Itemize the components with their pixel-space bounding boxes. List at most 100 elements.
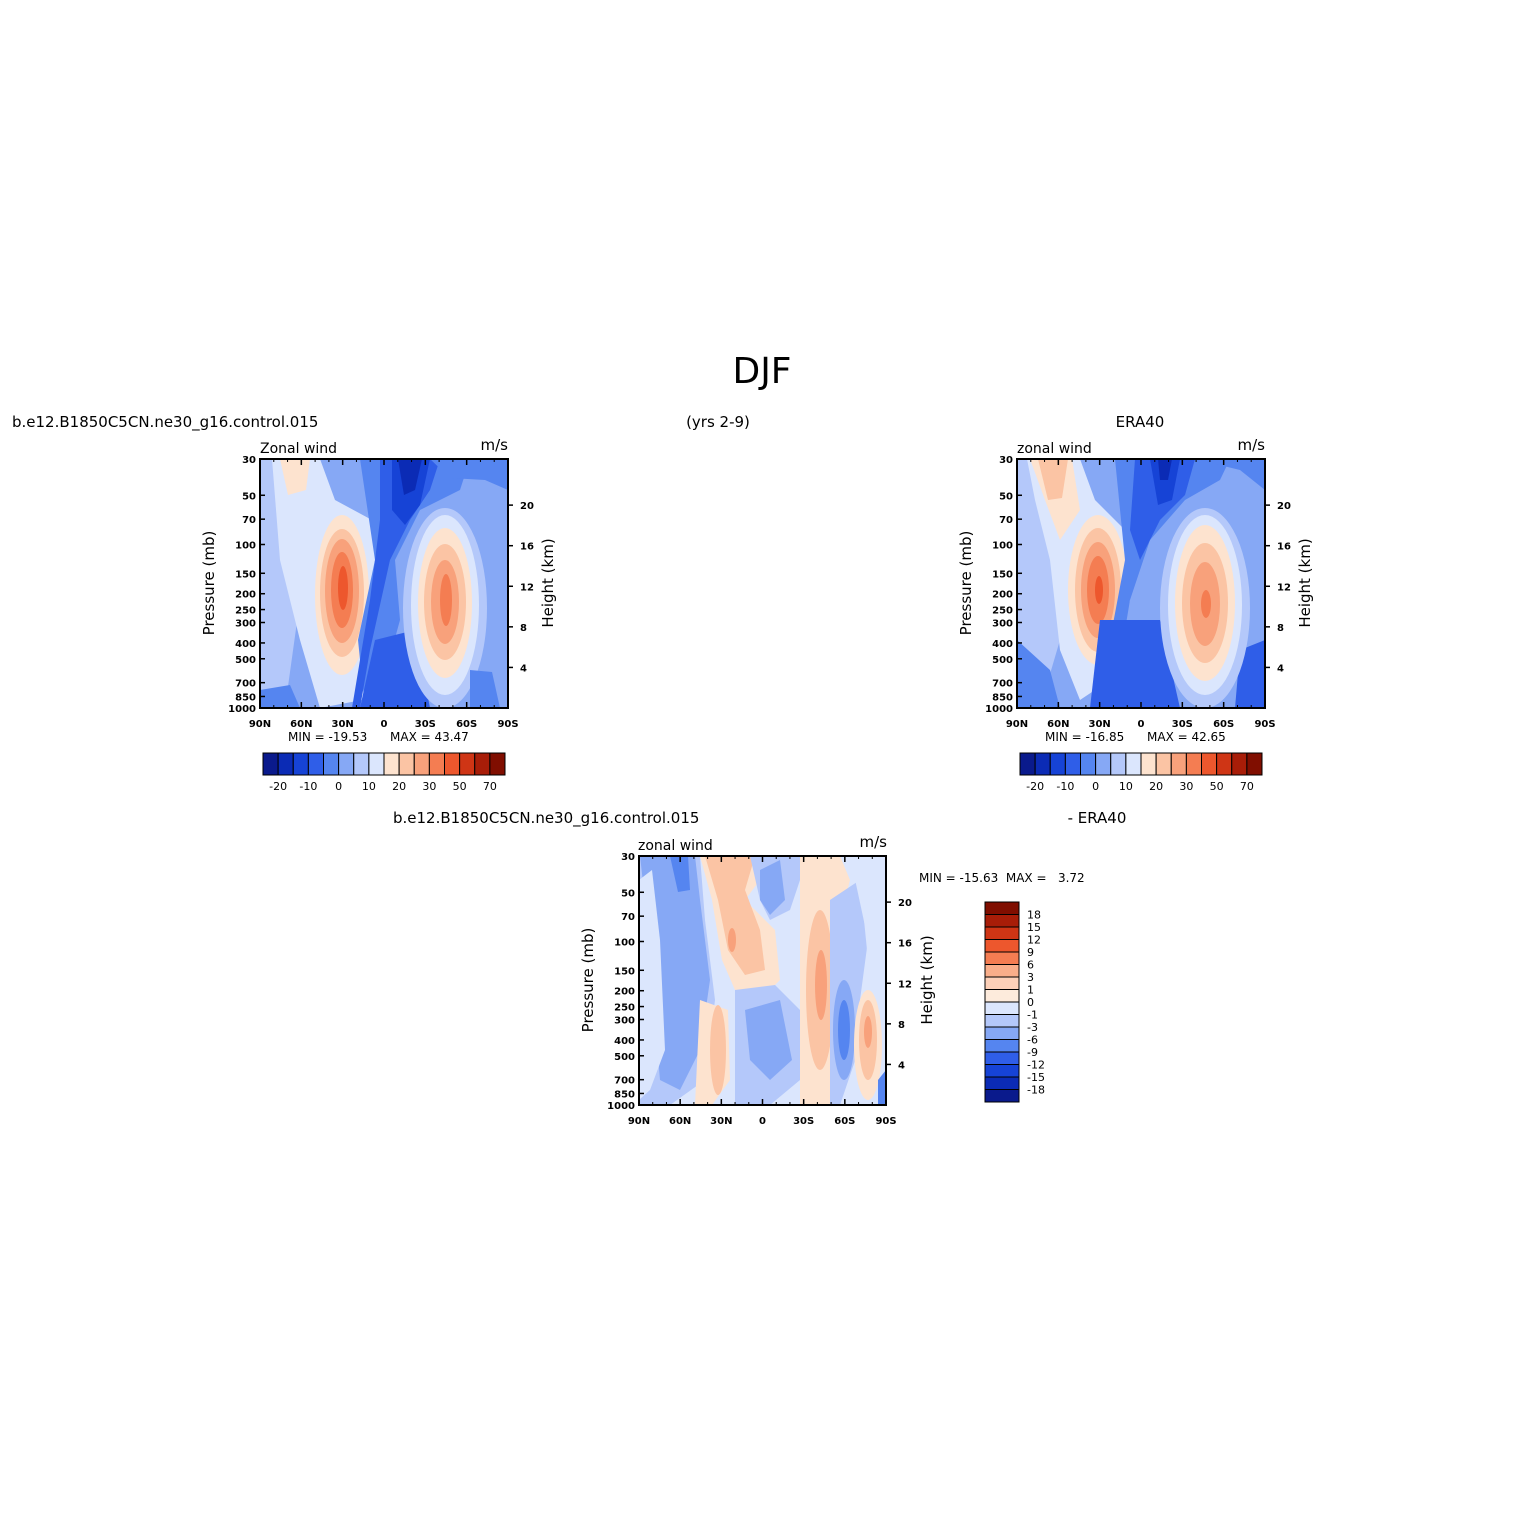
diff-min-max-label: MIN = -15.63 MAX = 3.72 bbox=[919, 871, 1085, 885]
diff-colorbar-box bbox=[984, 989, 1020, 1003]
obs-colorbar-label: 0 bbox=[1092, 780, 1099, 793]
obs-colorbar-label: -20 bbox=[1026, 780, 1044, 793]
obs-x-tick-label: 90S bbox=[1254, 719, 1275, 730]
model-x-tick-label: 0 bbox=[381, 719, 388, 730]
obs-colorbar: -20 -10 0 10 20 30 50 70 bbox=[1019, 752, 1263, 793]
diff-colorbar-box bbox=[984, 1076, 1020, 1090]
diff-y-tick-label: 30 bbox=[621, 852, 635, 863]
model-min-label: MIN = -19.53 bbox=[288, 730, 367, 744]
obs-y-tick-label: 500 bbox=[992, 655, 1013, 666]
obs-contour-field bbox=[1017, 459, 1265, 708]
model-colorbar-box bbox=[444, 752, 461, 776]
model-y-tick-label: 1000 bbox=[228, 704, 256, 715]
model-units: m/s bbox=[481, 436, 509, 454]
model-colorbar-label: 0 bbox=[335, 780, 342, 793]
model-colorbar-box bbox=[338, 752, 355, 776]
diff-height-tick-label: 12 bbox=[898, 979, 912, 990]
model-colorbar: -20 -10 0 10 20 30 50 70 bbox=[262, 752, 506, 793]
model-colorbar-box bbox=[277, 752, 294, 776]
right-case-title: ERA40 bbox=[1116, 413, 1165, 431]
model-y-tick-label: 300 bbox=[235, 619, 256, 630]
obs-y-tick-label: 150 bbox=[992, 569, 1013, 580]
model-max-label: MAX = 43.47 bbox=[390, 730, 469, 744]
obs-colorbar-label: 10 bbox=[1119, 780, 1133, 793]
model-x-tick-label: 60S bbox=[456, 719, 477, 730]
obs-max-label: MAX = 42.65 bbox=[1147, 730, 1226, 744]
model-colorbar-label: 30 bbox=[422, 780, 436, 793]
model-colorbar-box bbox=[413, 752, 430, 776]
obs-y-tick-label: 30 bbox=[999, 455, 1013, 466]
obs-colorbar-label: 30 bbox=[1179, 780, 1193, 793]
diff-colorbar-box bbox=[984, 939, 1020, 953]
model-x-tick-label: 90N bbox=[249, 719, 271, 730]
obs-y-tick-label: 400 bbox=[992, 639, 1013, 650]
obs-x-tick-label: 30S bbox=[1172, 719, 1193, 730]
diff-y-tick-label: 70 bbox=[621, 912, 635, 923]
obs-colorbar-box bbox=[1125, 752, 1142, 776]
model-y-tick-label: 400 bbox=[235, 639, 256, 650]
model-y-tick-label: 70 bbox=[242, 515, 256, 526]
diff-colorbar-label: 0 bbox=[1027, 996, 1034, 1009]
obs-right-axis-label: Height (km) bbox=[1296, 538, 1314, 627]
model-colorbar-box bbox=[398, 752, 415, 776]
obs-colorbar-label: 20 bbox=[1149, 780, 1163, 793]
model-colorbar-box bbox=[307, 752, 324, 776]
diff-y-tick-label: 300 bbox=[614, 1016, 635, 1027]
obs-x-tick-label: 90N bbox=[1006, 719, 1028, 730]
model-y-axis-label: Pressure (mb) bbox=[200, 531, 218, 636]
model-y-tick-label: 100 bbox=[235, 540, 256, 551]
diff-y-tick-label: 150 bbox=[614, 966, 635, 977]
diff-x-tick-label: 30N bbox=[710, 1116, 732, 1127]
model-height-tick-label: 4 bbox=[520, 663, 527, 674]
diff-height-tick-label: 20 bbox=[898, 898, 912, 909]
obs-colorbar-box bbox=[1201, 752, 1218, 776]
diff-colorbar-box bbox=[984, 926, 1020, 940]
diff-y-tick-label: 250 bbox=[614, 1003, 635, 1014]
obs-colorbar-box bbox=[1110, 752, 1127, 776]
left-case-title: b.e12.B1850C5CN.ne30_g16.control.015 bbox=[12, 413, 318, 432]
diff-panel: zonal wind m/s Pressure (mb) Height (km)… bbox=[579, 833, 1085, 1127]
model-y-tick-label: 150 bbox=[235, 569, 256, 580]
obs-colorbar-box bbox=[1080, 752, 1097, 776]
obs-colorbar-label: 70 bbox=[1240, 780, 1254, 793]
diff-x-tick-label: 90S bbox=[875, 1116, 896, 1127]
obs-y-tick-label: 1000 bbox=[985, 704, 1013, 715]
diff-colorbar-label: 3 bbox=[1027, 971, 1034, 984]
diff-y-tick-label: 50 bbox=[621, 888, 635, 899]
diff-colorbar-label: 15 bbox=[1027, 921, 1041, 934]
diff-x-tick-label: 30S bbox=[793, 1116, 814, 1127]
obs-y-tick-label: 50 bbox=[999, 491, 1013, 502]
model-panel: Zonal wind m/s Pressure (mb) Height (km)… bbox=[200, 436, 557, 793]
model-colorbar-box bbox=[262, 752, 279, 776]
diff-height-tick-label: 4 bbox=[898, 1060, 905, 1071]
diff-colorbar-label: -18 bbox=[1027, 1084, 1045, 1097]
model-right-axis-label: Height (km) bbox=[539, 538, 557, 627]
diff-colorbar-box bbox=[984, 951, 1020, 965]
diff-colorbar-label: -3 bbox=[1027, 1021, 1038, 1034]
model-height-tick-label: 20 bbox=[520, 501, 534, 512]
model-colorbar-box bbox=[459, 752, 476, 776]
obs-colorbar-box bbox=[1216, 752, 1233, 776]
obs-panel: zonal wind m/s Pressure (mb) Height (km)… bbox=[957, 436, 1314, 793]
model-colorbar-label: 70 bbox=[483, 780, 497, 793]
diff-colorbar-label: 9 bbox=[1027, 946, 1034, 959]
obs-colorbar-box bbox=[1049, 752, 1066, 776]
diff-colorbar-box bbox=[984, 1014, 1020, 1028]
model-y-tick-label: 850 bbox=[235, 692, 256, 703]
obs-height-tick-label: 8 bbox=[1277, 623, 1284, 634]
obs-panel-title: zonal wind bbox=[1017, 441, 1092, 457]
years-label: (yrs 2-9) bbox=[686, 413, 750, 431]
obs-colorbar-box bbox=[1155, 752, 1172, 776]
diff-minus-label: - ERA40 bbox=[1068, 809, 1127, 827]
model-colorbar-box bbox=[292, 752, 309, 776]
diff-colorbar-box bbox=[984, 976, 1020, 990]
obs-colorbar-box bbox=[1064, 752, 1081, 776]
obs-colorbar-box bbox=[1246, 752, 1263, 776]
obs-colorbar-box bbox=[1185, 752, 1202, 776]
diff-y-tick-label: 850 bbox=[614, 1089, 635, 1100]
model-panel-title: Zonal wind bbox=[260, 441, 337, 457]
diff-colorbar-label: 18 bbox=[1027, 909, 1041, 922]
diff-x-tick-label: 0 bbox=[759, 1116, 766, 1127]
